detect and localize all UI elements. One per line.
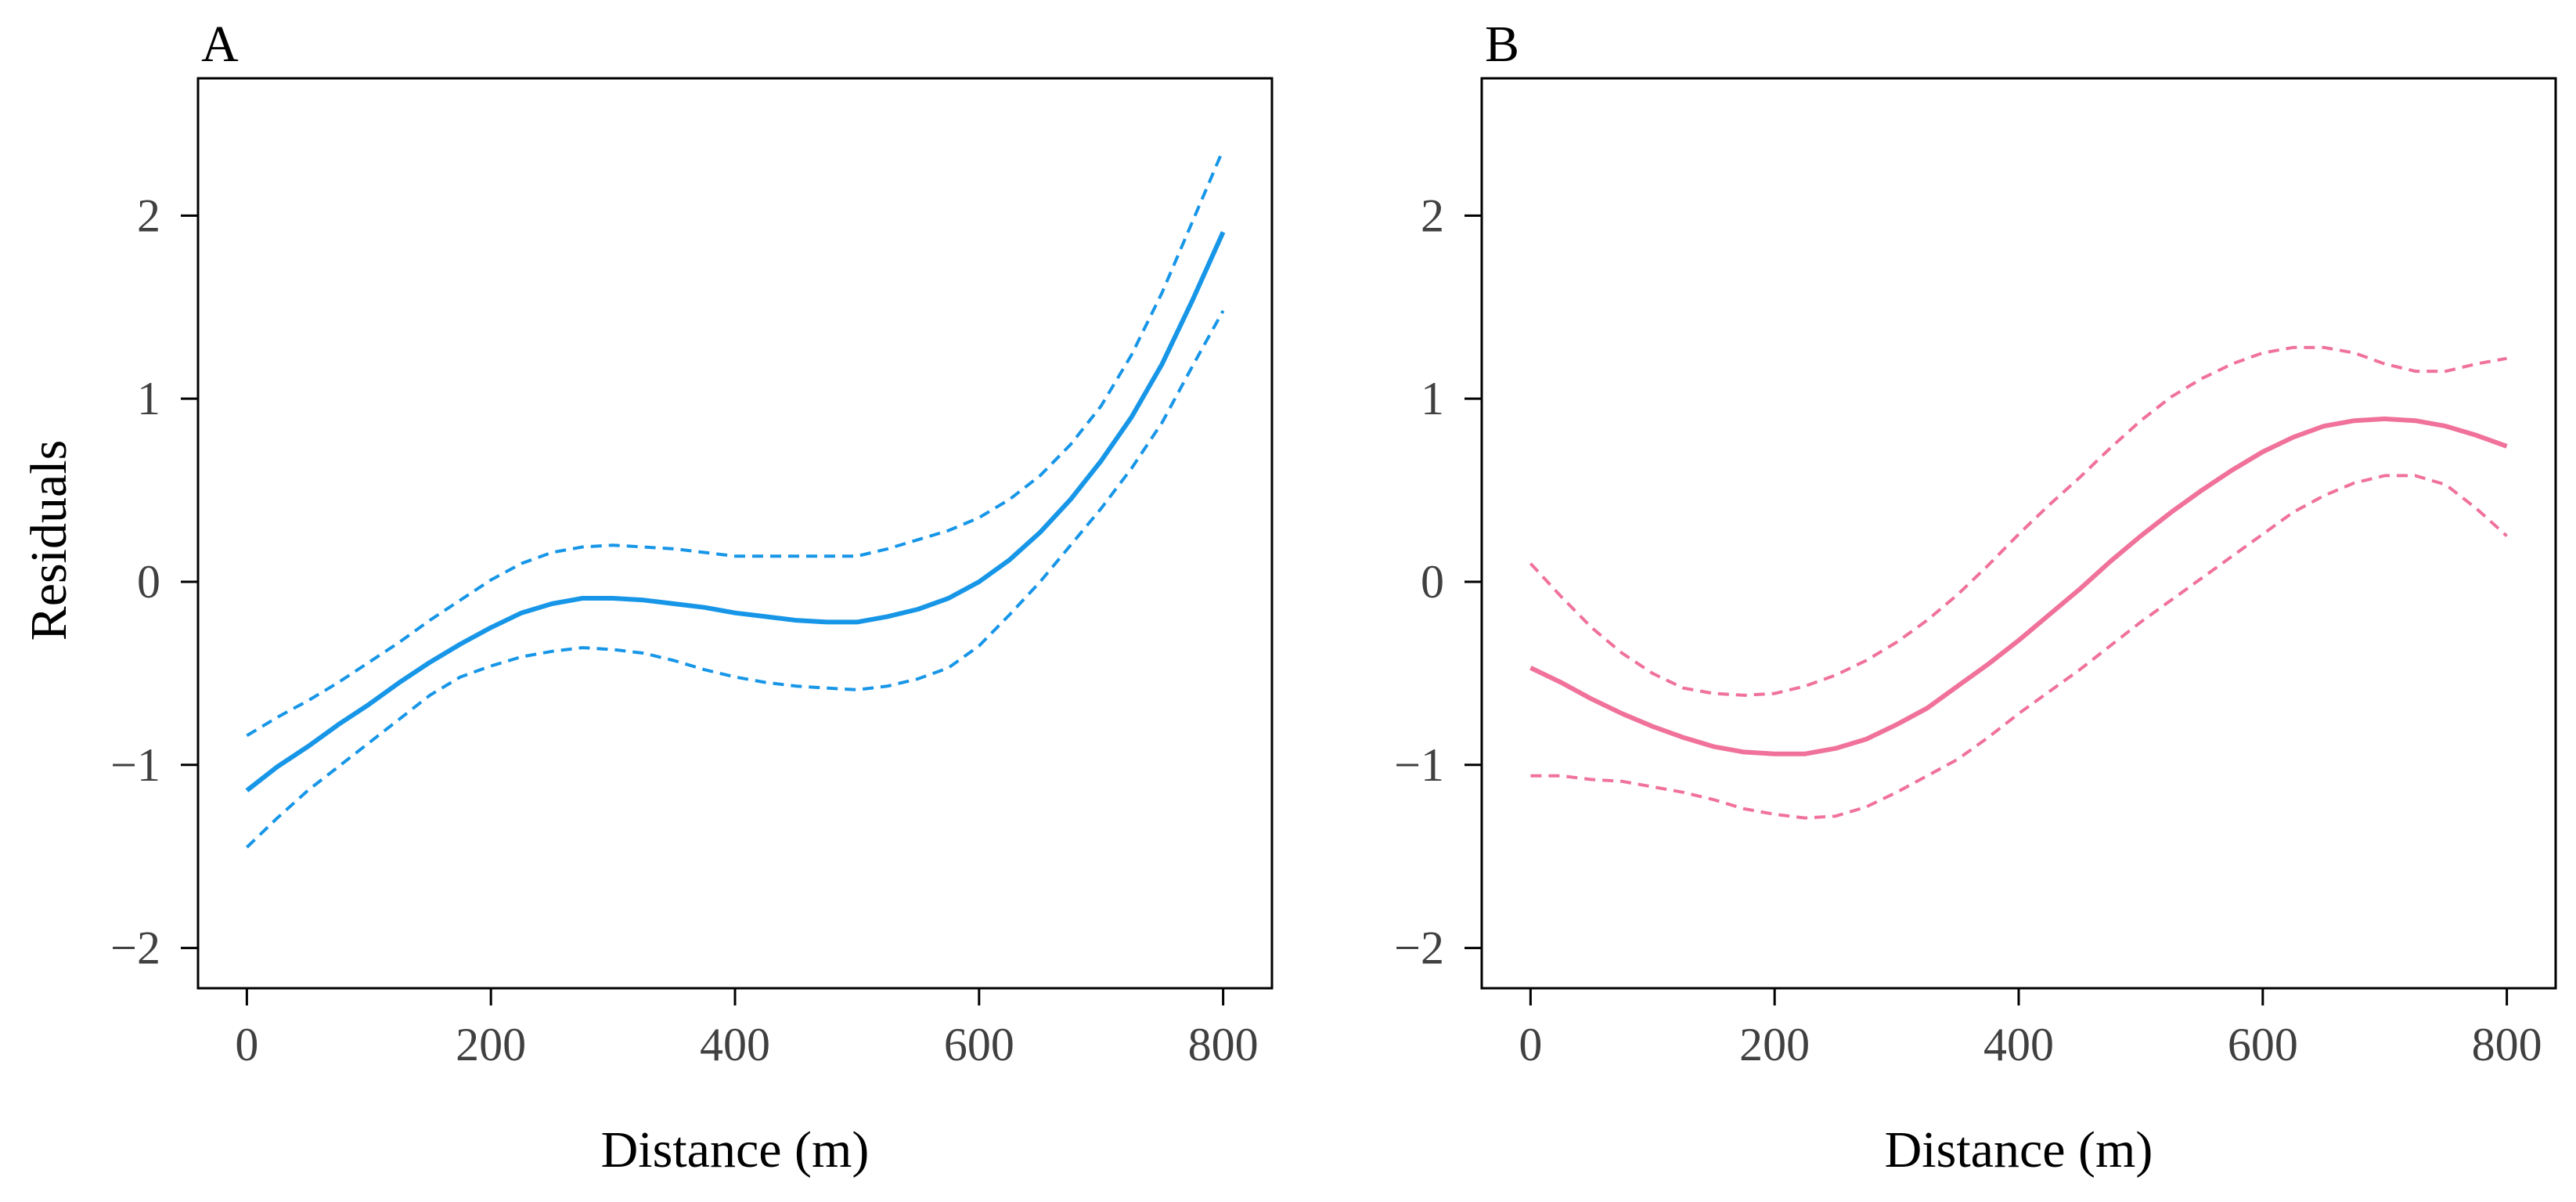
panel-a-y-tick-label: −1 xyxy=(110,739,160,791)
panel-b-x-tick-label: 800 xyxy=(2472,1019,2542,1070)
panel-a-y-tick-label: 2 xyxy=(137,190,160,241)
panel-b-x-tick-label: 400 xyxy=(1983,1019,2054,1070)
panel-a-series-lower xyxy=(246,309,1225,849)
panel-a-x-axis-title: Distance (m) xyxy=(601,1121,870,1179)
panel-b-x-tick-label: 200 xyxy=(1739,1019,1810,1070)
panel-a-x-tick-label: 800 xyxy=(1188,1019,1259,1070)
panel-b-frame xyxy=(1480,77,2557,990)
panel-a-x-tick-label: 600 xyxy=(944,1019,1014,1070)
panel-a-y-tick-label: 0 xyxy=(137,556,160,608)
panel-a-x-tick-label: 400 xyxy=(700,1019,770,1070)
panel-a-x-tick-label: 200 xyxy=(456,1019,526,1070)
panel-b-y-tick-label: 2 xyxy=(1421,190,1444,241)
panel-a-series-fit xyxy=(245,231,1226,792)
panel-b-y-tick-label: 0 xyxy=(1421,556,1444,608)
panel-a-y-tick-label: 1 xyxy=(137,373,160,424)
panel-a-y-tick-label: −2 xyxy=(110,922,160,974)
panel-b-y-tick-label: 1 xyxy=(1421,373,1444,424)
panel-b-label: B xyxy=(1485,16,1519,73)
panel-a: 0 200 400 600 800 −2 −1 0 1 2 A Distance (m) xyxy=(110,16,1274,1179)
panel-b: 0 200 400 600 800 −2 −1 0 1 2 B Distance (m) xyxy=(1394,16,2557,1179)
panel-b-series-fit xyxy=(1529,416,2508,756)
panel-a-series-upper xyxy=(246,149,1225,738)
panel-b-series-lower xyxy=(1530,474,2508,820)
panel-a-frame xyxy=(196,77,1274,990)
panel-b-y-tick-label: −1 xyxy=(1394,739,1444,791)
panel-b-x-tick-label: 600 xyxy=(2228,1019,2298,1070)
panel-a-x-tick-label: 0 xyxy=(235,1019,258,1070)
panel-b-x-tick-label: 0 xyxy=(1519,1019,1542,1070)
panel-b-y-tick-label: −2 xyxy=(1394,922,1444,974)
panel-b-series-upper xyxy=(1529,345,2507,697)
panel-a-label: A xyxy=(201,16,239,73)
panel-b-x-axis-title: Distance (m) xyxy=(1885,1121,2153,1179)
y-axis-title: Residuals xyxy=(20,440,77,641)
